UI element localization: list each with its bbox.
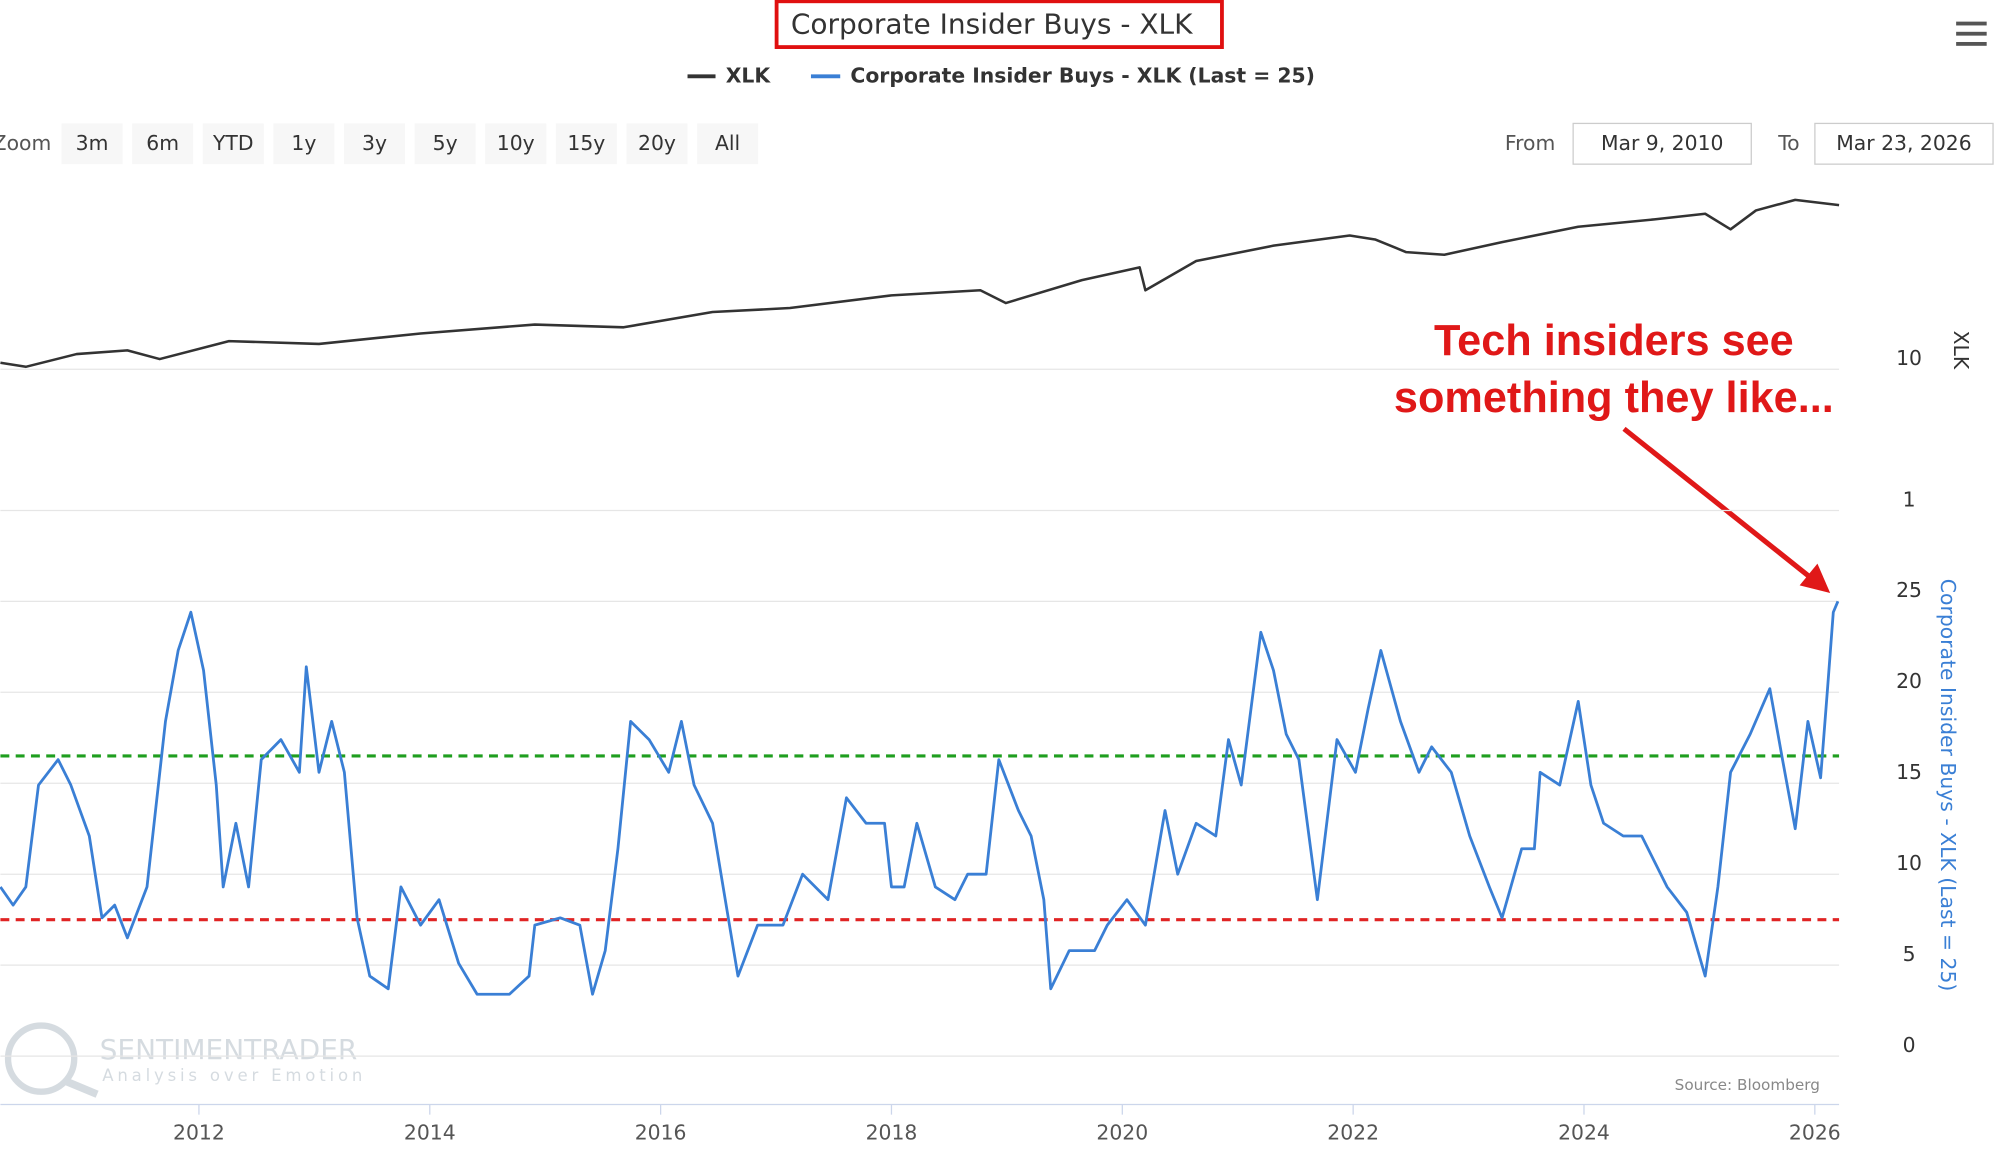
watermark-brand: SENTIMENTRADER	[100, 1033, 358, 1066]
from-input[interactable]	[1572, 122, 1752, 165]
range-button[interactable]	[555, 123, 617, 165]
y-tick-label: 25	[1896, 578, 1922, 602]
annotation-arrow	[1622, 426, 1814, 581]
to-date[interactable]: Mar 23, 2026	[1836, 131, 1971, 155]
range-button-label[interactable]: All	[715, 131, 740, 155]
range-button[interactable]	[132, 123, 194, 165]
x-tick-label: 2018	[866, 1121, 918, 1145]
y-tick-label: 5	[1903, 942, 1916, 966]
range-button[interactable]	[202, 123, 264, 165]
y-tick-label: 20	[1896, 669, 1922, 693]
y-tick-label: 1	[1903, 487, 1916, 511]
range-button-label[interactable]: 3m	[76, 131, 109, 155]
range-button-label[interactable]: 5y	[433, 131, 458, 155]
y-tick-label: 15	[1896, 760, 1922, 784]
range-button[interactable]	[485, 123, 547, 165]
menu-icon[interactable]	[1956, 21, 1987, 46]
range-button[interactable]	[697, 123, 759, 165]
range-button-label[interactable]: 1y	[291, 131, 316, 155]
data-line	[0, 198, 1840, 369]
watermark-tagline: Analysis over Emotion	[102, 1066, 366, 1085]
x-tick-label: 2024	[1558, 1121, 1610, 1145]
data-line	[0, 600, 1840, 996]
range-button[interactable]	[61, 123, 123, 165]
title-box	[774, 0, 1224, 49]
from-label: From	[1505, 131, 1555, 155]
range-button[interactable]	[273, 123, 335, 165]
legend-label[interactable]: XLK	[726, 63, 772, 87]
range-button[interactable]	[414, 123, 476, 165]
watermark: SENTIMENTRADER Analysis over Emotion	[4, 1022, 366, 1098]
x-tick-label: 2012	[173, 1121, 225, 1145]
annotation: Tech insiders see	[1434, 317, 1794, 365]
annotation-arrowhead	[1799, 563, 1831, 593]
to-input[interactable]	[1814, 122, 1994, 165]
x-tick-label: 2014	[404, 1121, 456, 1145]
y-tick-label: 10	[1896, 346, 1922, 370]
range-button-label[interactable]: YTD	[212, 131, 254, 155]
range-button[interactable]	[626, 123, 688, 165]
x-tick-label: 2020	[1096, 1121, 1148, 1145]
range-button-label[interactable]: 20y	[638, 131, 676, 155]
y-tick-label: 10	[1896, 851, 1922, 875]
range-button-label[interactable]: 6m	[146, 131, 179, 155]
range-button-label[interactable]: 15y	[567, 131, 605, 155]
menu-bar[interactable]	[1956, 31, 1987, 36]
y-axis-label: Corporate Insider Buys - XLK (Last = 25)	[1936, 579, 1960, 992]
x-tick-label: 2022	[1327, 1121, 1379, 1145]
zoom-label: Zoom	[0, 131, 51, 155]
x-tick-label: 2026	[1789, 1121, 1841, 1145]
range-button[interactable]	[343, 123, 406, 165]
source: Source: Bloomberg	[1675, 1076, 1820, 1094]
x-tick-label: 2016	[635, 1121, 687, 1145]
to-label: To	[1777, 131, 1799, 155]
watermark-icon	[4, 1022, 78, 1095]
chart-title: Corporate Insider Buys - XLK	[791, 7, 1193, 40]
watermark-icon	[65, 1078, 99, 1098]
menu-bar[interactable]	[1956, 41, 1987, 46]
range-button-label[interactable]: 10y	[497, 131, 535, 155]
legend-label[interactable]: Corporate Insider Buys - XLK (Last = 25)	[850, 63, 1315, 87]
y-tick-label: 0	[1903, 1033, 1916, 1057]
from-date[interactable]: Mar 9, 2010	[1601, 131, 1724, 155]
menu-bar[interactable]	[1956, 21, 1987, 26]
range-button-label[interactable]: 3y	[362, 131, 387, 155]
annotation: something they like...	[1394, 374, 1834, 422]
y-axis-label: XLK	[1949, 331, 1973, 370]
